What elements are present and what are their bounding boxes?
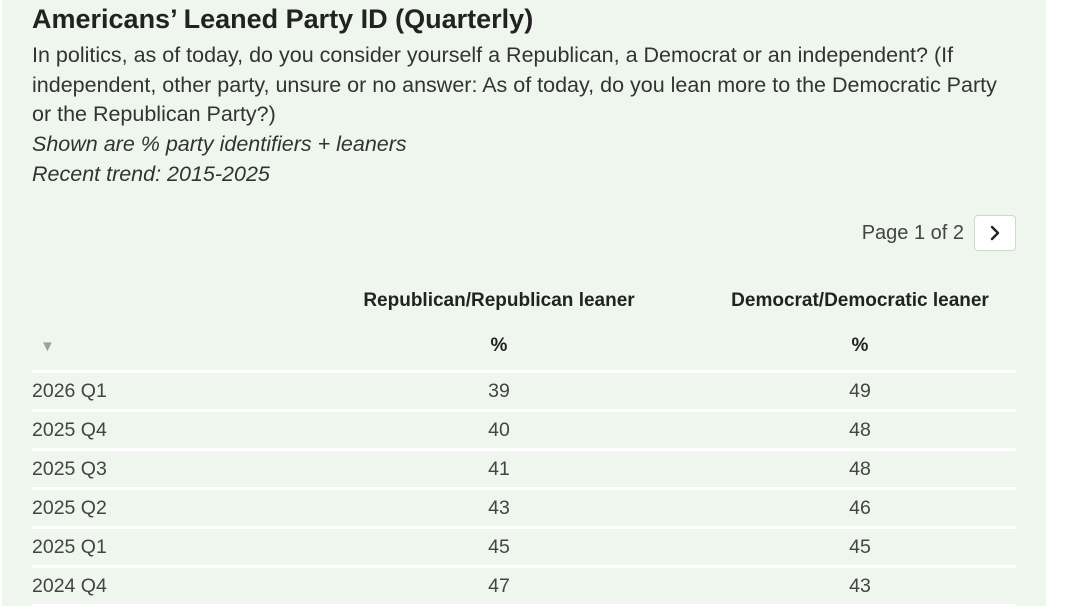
- row-democrat-value: 48: [849, 419, 871, 441]
- unit-label-republican: %: [490, 335, 508, 356]
- row-republican-value: 40: [488, 419, 510, 441]
- table-row: 2025 Q4 40 48: [32, 412, 1016, 451]
- row-republican-value: 39: [488, 380, 510, 402]
- row-republican-value: 45: [488, 536, 510, 558]
- row-republican-value: 43: [488, 497, 510, 519]
- table-header-row: Republican/Republican leaner Democrat/De…: [32, 284, 1016, 322]
- page-title: Americans’ Leaned Party ID (Quarterly): [32, 4, 534, 34]
- chart-panel: Americans’ Leaned Party ID (Quarterly) I…: [2, 0, 1046, 606]
- data-table: Republican/Republican leaner Democrat/De…: [32, 284, 1016, 606]
- row-republican-value: 41: [488, 458, 510, 480]
- table-row: 2026 Q1 39 49: [32, 373, 1016, 412]
- sort-descending-icon[interactable]: ▼: [40, 338, 55, 355]
- table-unit-row: ▼ % %: [32, 322, 1016, 373]
- column-header-republican: Republican/Republican leaner: [363, 290, 635, 311]
- row-republican-value: 47: [488, 575, 510, 597]
- page-indicator: Page 1 of 2: [861, 221, 964, 244]
- subtitle-note: Shown are % party identifiers + leaners: [32, 132, 407, 156]
- table-row: 2025 Q3 41 48: [32, 451, 1016, 490]
- row-period: 2025 Q4: [32, 419, 107, 441]
- next-page-button[interactable]: [974, 215, 1016, 251]
- trend-note: Recent trend: 2015-2025: [32, 162, 270, 186]
- row-period: 2025 Q3: [32, 458, 107, 480]
- table-row: 2025 Q1 45 45: [32, 529, 1016, 568]
- row-period: 2024 Q4: [32, 575, 107, 597]
- pagination: Page 1 of 2: [862, 214, 1016, 252]
- column-header-democrat: Democrat/Democratic leaner: [731, 290, 989, 311]
- row-democrat-value: 46: [849, 497, 871, 519]
- row-democrat-value: 48: [849, 458, 871, 480]
- row-period: 2025 Q1: [32, 536, 107, 558]
- row-period: 2025 Q2: [32, 497, 107, 519]
- table-row: 2025 Q2 43 46: [32, 490, 1016, 529]
- row-democrat-value: 43: [849, 575, 871, 597]
- row-democrat-value: 49: [849, 380, 871, 402]
- survey-question: In politics, as of today, do you conside…: [32, 43, 997, 126]
- row-period: 2026 Q1: [32, 380, 107, 402]
- unit-label-democrat: %: [851, 335, 869, 356]
- table-row: 2024 Q4 47 43: [32, 568, 1016, 606]
- row-democrat-value: 45: [849, 536, 871, 558]
- chevron-right-icon: [988, 225, 1002, 241]
